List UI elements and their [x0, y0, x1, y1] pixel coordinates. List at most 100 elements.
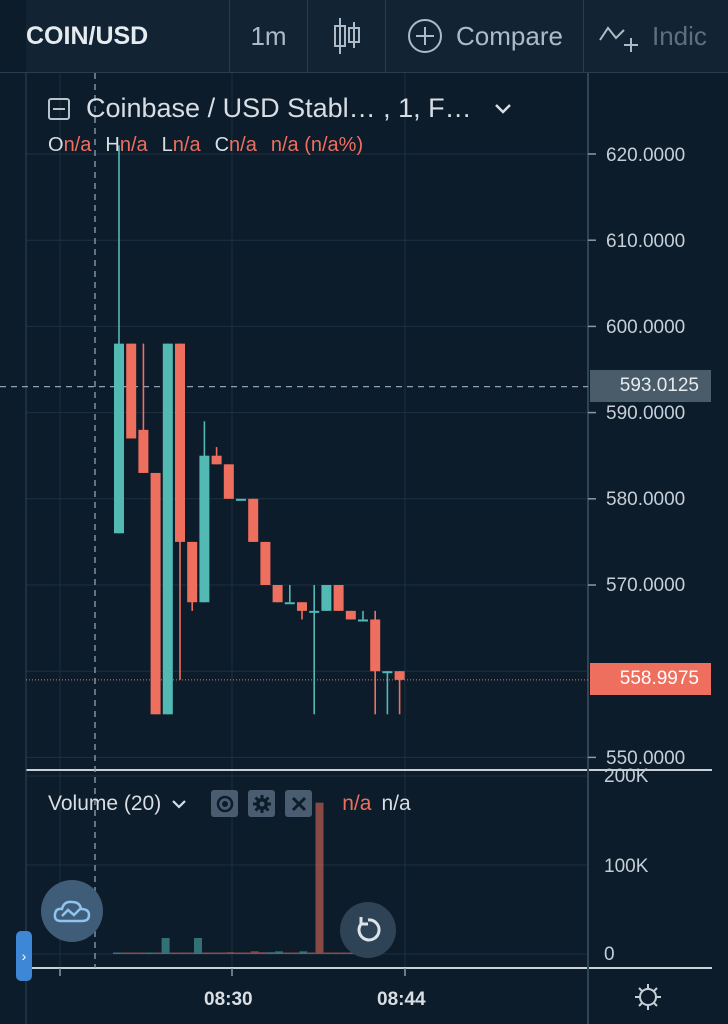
candle-body: [272, 585, 283, 603]
candle-body: [370, 619, 381, 672]
volume-bar: [129, 952, 138, 954]
candle-body: [187, 541, 198, 603]
volume-bar: [250, 951, 259, 954]
indicators-label: Indic: [652, 20, 707, 51]
chevron-right-icon: ›: [21, 948, 27, 964]
price-axis-label: 550.0000: [606, 748, 686, 769]
time-axis-label: 08:30: [204, 989, 253, 1010]
volume-bar: [210, 952, 219, 954]
volume-bar: [275, 951, 283, 954]
series-legend-title[interactable]: Coinbase / USD Stabl… , 1, F…: [48, 93, 512, 124]
volume-bar: [137, 952, 146, 954]
chart-snapshot-button[interactable]: [41, 880, 103, 942]
gear-icon[interactable]: [248, 790, 276, 817]
candle-body: [382, 671, 393, 674]
candle-body: [162, 343, 173, 715]
candle-body: [297, 602, 307, 611]
close-icon[interactable]: [285, 790, 313, 817]
volume-axis-label: 0: [604, 944, 615, 965]
volume-bar: [266, 952, 275, 954]
candle-body: [333, 585, 344, 611]
candle-body: [248, 498, 259, 542]
high-value: n/a: [119, 134, 148, 156]
chevron-down-icon[interactable]: [494, 103, 512, 115]
chevron-down-icon[interactable]: [171, 799, 187, 809]
volume-bar: [307, 952, 316, 954]
settings-gear-icon[interactable]: [633, 982, 663, 1012]
chart-type-button[interactable]: [308, 0, 386, 72]
open-key: O: [48, 134, 64, 156]
refresh-icon: [357, 917, 381, 942]
indicators-icon: [599, 26, 638, 52]
change-value: n/a (n/a%): [270, 134, 364, 156]
candle-body: [211, 455, 222, 465]
candle-body: [126, 343, 137, 439]
price-axis-label: 590.0000: [606, 403, 686, 424]
candles-icon: [333, 18, 360, 54]
candle-body: [199, 455, 210, 603]
volume-bar: [226, 952, 235, 954]
price-axis-label: 570.0000: [606, 575, 686, 596]
volume-bar: [218, 952, 227, 954]
volume-bar: [339, 952, 348, 954]
candle-body: [309, 610, 320, 613]
volume-axis-label: 100K: [604, 856, 649, 877]
volume-bar: [121, 952, 130, 954]
volume-bar: [331, 952, 340, 954]
price-axis-label: 600.0000: [606, 317, 686, 338]
symbol-label: COIN/USD: [26, 21, 149, 50]
top-toolbar: COIN/USD 1m Compare Indic: [0, 0, 728, 73]
compare-button[interactable]: Compare: [386, 0, 584, 72]
volume-bar: [323, 952, 332, 954]
price-axis-label: 620.0000: [606, 145, 686, 166]
volume-bar: [153, 952, 162, 954]
expand-sidebar-handle[interactable]: ›: [16, 931, 32, 981]
candle-body: [321, 585, 332, 611]
candle-body: [150, 472, 161, 715]
reset-chart-button[interactable]: [340, 902, 396, 958]
volume-bar: [169, 952, 178, 954]
price-axis-label: 580.0000: [606, 489, 686, 510]
compare-label: Compare: [456, 20, 563, 51]
candle-body: [284, 602, 295, 605]
volume-bar: [202, 952, 211, 954]
volume-bar: [161, 937, 170, 954]
candle-body: [138, 429, 149, 473]
volume-bar: [291, 952, 300, 954]
volume-ma-value: n/a: [381, 791, 411, 815]
last-price-tag: 558.9975: [590, 663, 711, 695]
crosshair-price-tag: 593.0125: [590, 370, 711, 402]
chart-background: [26, 73, 728, 1024]
candle-body: [358, 619, 368, 622]
volume-bar: [315, 802, 324, 954]
collapse-legend-icon[interactable]: [48, 97, 70, 120]
volume-bar: [258, 952, 267, 954]
toolbar-left-strip: [0, 0, 26, 72]
candle-body: [260, 541, 271, 585]
volume-bar: [242, 952, 251, 954]
high-key: H: [105, 134, 120, 156]
volume-legend[interactable]: Volume (20) n/a n/a: [48, 790, 411, 817]
price-axis-label: 610.0000: [606, 231, 686, 252]
volume-bar: [177, 952, 186, 954]
indicators-button[interactable]: Indic: [584, 0, 728, 72]
volume-bar: [113, 952, 121, 954]
volume-axis-label: 200K: [604, 766, 649, 787]
symbol-button[interactable]: COIN/USD: [0, 0, 230, 72]
volume-bar: [283, 952, 292, 954]
volume-bar: [185, 952, 194, 954]
low-key: L: [161, 134, 173, 156]
volume-bar: [234, 952, 243, 954]
interval-button[interactable]: 1m: [230, 0, 308, 72]
candle-body: [223, 464, 234, 499]
volume-bar: [145, 952, 154, 954]
ohlc-values: On/a Hn/a Ln/a Cn/a n/a (n/a%): [48, 134, 363, 157]
volume-bar: [194, 937, 202, 954]
volume-bar: [299, 951, 308, 954]
eye-icon[interactable]: [211, 790, 239, 817]
volume-label: Volume (20): [48, 791, 162, 815]
close-key: C: [214, 134, 230, 156]
plus-circle-icon: [408, 19, 443, 53]
candle-body: [394, 671, 405, 680]
